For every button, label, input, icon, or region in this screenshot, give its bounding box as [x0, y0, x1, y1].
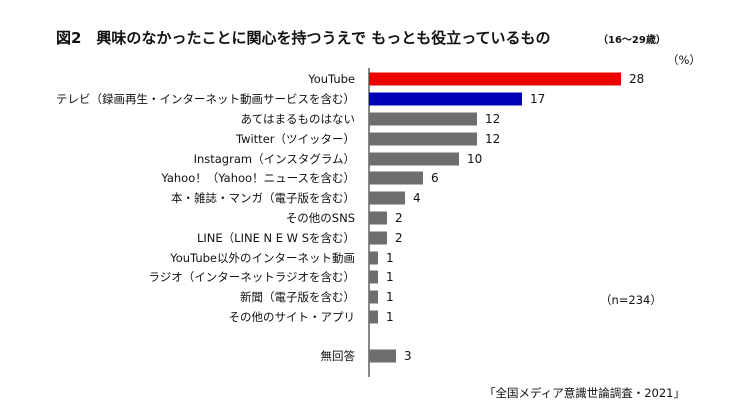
- bar: [369, 92, 522, 106]
- bar: [369, 231, 387, 245]
- category-label: Twitter（ツイッター）: [235, 132, 355, 146]
- category-label: YouTube以外のインターネット動画: [169, 251, 355, 265]
- value-label: 17: [530, 92, 545, 106]
- category-label: LINE（LINE N E W Sを含む）: [197, 231, 355, 245]
- value-label: 2: [395, 211, 403, 225]
- bar: [369, 132, 477, 146]
- unit-label: （%）: [667, 53, 701, 67]
- value-label: 3: [404, 349, 412, 363]
- bar: [369, 152, 459, 166]
- value-label: 4: [413, 191, 421, 205]
- chart-subtitle: （16〜29歳）: [598, 33, 666, 46]
- bar: [369, 270, 378, 284]
- category-label: Yahoo！（Yahoo！ニュースを含む）: [160, 171, 355, 185]
- value-label: 28: [629, 72, 644, 86]
- category-label: YouTube: [307, 72, 355, 86]
- value-label: 1: [386, 290, 394, 304]
- bar: [369, 191, 405, 205]
- value-label: 10: [467, 152, 482, 166]
- bar: [369, 251, 378, 265]
- category-label: その他のSNS: [286, 211, 355, 225]
- value-label: 6: [431, 171, 439, 185]
- category-label: 本・雑誌・マンガ（電子版を含む）: [171, 191, 355, 205]
- category-label: 新聞（電子版を含む）: [240, 290, 355, 304]
- bar: [369, 171, 423, 185]
- bar: [369, 112, 477, 126]
- category-label: ラジオ（インターネットラジオを含む）: [148, 270, 355, 284]
- bar: [369, 310, 378, 324]
- value-label: 12: [485, 132, 500, 146]
- category-label: あてはまるものはない: [240, 112, 355, 126]
- category-label: テレビ（録画再生・インターネット動画サービスを含む）: [56, 92, 355, 106]
- value-label: 1: [386, 270, 394, 284]
- sample-size-label: （n=234）: [600, 293, 662, 307]
- value-label: 1: [386, 310, 394, 324]
- category-label: その他のサイト・アプリ: [229, 310, 356, 324]
- bar: [369, 211, 387, 225]
- category-label: Instagram（インスタグラム）: [194, 152, 355, 166]
- bar: [369, 72, 621, 86]
- source-label: 「全国メディア意識世論調査・2021」: [484, 386, 685, 400]
- value-label: 2: [395, 231, 403, 245]
- category-label: 無回答: [321, 349, 356, 363]
- bars-group: YouTube 28 テレビ（録画再生・インターネット動画サービスを含む） 17 あては…: [56, 72, 644, 363]
- bar: [369, 290, 378, 304]
- value-label: 1: [386, 251, 394, 265]
- value-label: 12: [485, 112, 500, 126]
- chart-title: 図2 興味のなかったことに関心を持つうえで もっとも役立っているもの: [56, 29, 550, 47]
- bar: [369, 349, 396, 363]
